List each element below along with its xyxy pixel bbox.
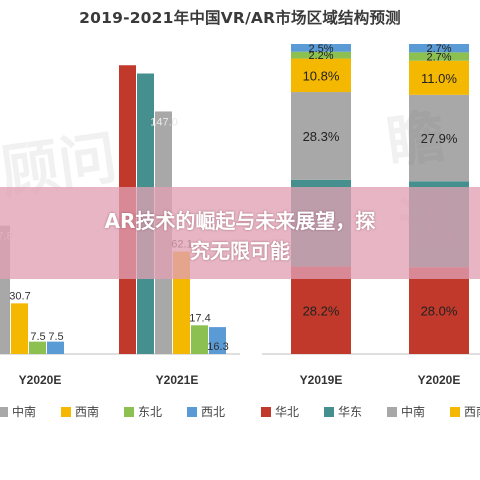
- right-legend-swatch-华东: [324, 407, 334, 417]
- left-legend-label-中南: 中南: [12, 404, 36, 419]
- left-data-label-Y2021E-中南: 147.0: [150, 116, 178, 128]
- right-data-label-Y2020E-西北: 2.7%: [426, 43, 451, 55]
- right-bar-Y2019E-西南: [291, 58, 351, 93]
- right-legend-swatch-华北: [261, 407, 271, 417]
- headline-text: AR技术的崛起与未来展望，探 究无限可能: [20, 206, 460, 266]
- right-data-label-Y2020E-东北: 2.7%: [426, 52, 451, 64]
- right-x-tick-Y2020E: Y2020E: [418, 373, 461, 387]
- left-bar-Y2020E-西南: [11, 303, 28, 354]
- left-bar-Y2020E-中南: [0, 225, 10, 354]
- right-data-label-Y2019E-西北: 2.5%: [308, 43, 333, 55]
- chart-title: 2019-2021年中国VR/AR市场区域结构预测: [79, 9, 401, 27]
- right-bar-Y2020E-华北: [409, 267, 469, 354]
- right-legend-swatch-西南: [450, 407, 460, 417]
- right-bar-Y2020E-东北: [409, 52, 469, 61]
- right-legend-label-中南: 中南: [401, 404, 425, 419]
- left-legend-label-东北: 东北: [138, 405, 162, 419]
- right-data-label-Y2019E-东北: 2.2%: [308, 50, 333, 62]
- left-data-label-Y2020E-西北: 7.5: [48, 331, 63, 343]
- right-bar-Y2019E-东北: [291, 51, 351, 59]
- left-legend-swatch-东北: [124, 407, 134, 417]
- headline-banner: [0, 187, 480, 279]
- left-legend-label-西北: 西北: [201, 405, 225, 419]
- right-data-label-Y2019E-中南: 28.3%: [303, 129, 340, 144]
- right-data-label-Y2019E-西南: 10.8%: [303, 68, 340, 83]
- headline-line-1: AR技术的崛起与未来展望，探: [104, 209, 376, 233]
- right-legend-label-西南: 西南: [464, 404, 480, 419]
- left-data-label-Y2020E-西南: 30.7: [9, 290, 30, 302]
- left-data-label-Y2020E-东北: 7.5: [30, 331, 45, 343]
- left-x-tick-Y2021E: Y2021E: [156, 373, 199, 387]
- right-legend-label-华东: 华东: [338, 405, 362, 419]
- right-legend-label-华北: 华北: [275, 405, 299, 419]
- left-bar-Y2021E-东北: [191, 325, 208, 354]
- left-legend-swatch-中南: [0, 407, 8, 417]
- right-bar-Y2019E-华北: [291, 266, 351, 354]
- left-x-tick-Y2020E: Y2020E: [19, 373, 62, 387]
- left-legend-swatch-西南: [61, 407, 71, 417]
- headline-line-2: 究无限可能: [190, 239, 290, 263]
- right-data-label-Y2019E-华北: 28.2%: [303, 303, 340, 318]
- left-legend-label-西南: 西南: [75, 404, 99, 419]
- right-data-label-Y2020E-华北: 28.0%: [421, 304, 458, 319]
- left-legend-swatch-西北: [187, 407, 197, 417]
- right-data-label-Y2020E-中南: 27.9%: [421, 131, 458, 146]
- right-legend-swatch-中南: [387, 407, 397, 417]
- left-data-label-Y2021E-东北: 17.4: [189, 312, 210, 324]
- right-bar-Y2020E-西南: [409, 60, 469, 95]
- right-bar-Y2020E-中南: [409, 94, 469, 182]
- left-bar-Y2021E-西北: [209, 327, 226, 354]
- right-bar-Y2020E-西北: [409, 44, 469, 53]
- right-data-label-Y2020E-西南: 11.0%: [421, 71, 457, 86]
- right-bar-Y2019E-中南: [291, 92, 351, 180]
- left-data-label-Y2021E-西北: 16.3: [207, 341, 228, 353]
- left-bar-Y2020E-西北: [47, 341, 64, 354]
- left-bar-Y2020E-东北: [29, 341, 46, 354]
- right-x-tick-Y2019E: Y2019E: [300, 373, 343, 387]
- right-bar-Y2019E-西北: [291, 44, 351, 52]
